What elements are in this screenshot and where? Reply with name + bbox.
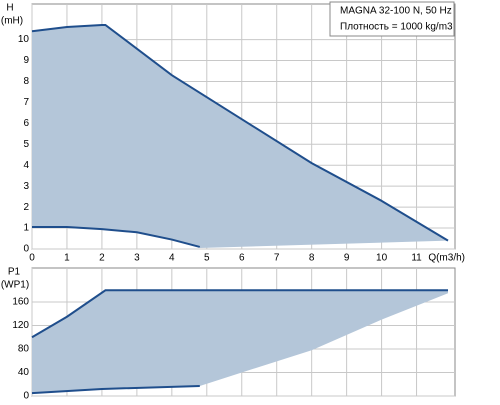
y-tick-label: 0	[23, 391, 29, 400]
x-tick-label: 10	[376, 253, 388, 264]
y-tick-label: 2	[23, 202, 29, 213]
operating-area	[32, 290, 449, 394]
y-axis-label: P1	[8, 267, 21, 278]
y-tick-label: 3	[23, 181, 29, 192]
y-tick-label: 40	[18, 367, 30, 378]
x-tick-label: 2	[99, 253, 105, 264]
y-tick-label: 80	[18, 344, 30, 355]
legend-box	[329, 1, 455, 37]
upper-curve	[31, 23, 449, 242]
x-tick-label: 5	[204, 253, 210, 264]
legend-text: Плотность = 1000 kg/m3	[340, 22, 453, 33]
y-tick-label: 5	[23, 139, 29, 150]
x-tick-label: 0	[29, 253, 35, 264]
y-tick-label: 7	[23, 97, 29, 108]
y-tick-label: 1	[23, 223, 29, 234]
x-tick-label: 7	[274, 253, 280, 264]
y-tick-label: 0	[23, 244, 29, 255]
x-tick-label: 11	[411, 253, 422, 264]
x-axis-label: Q(m3/h)	[428, 253, 465, 264]
x-tick-label: 4	[169, 253, 175, 264]
x-tick-label: 8	[309, 253, 315, 264]
y-axis-unit: (WP1)	[1, 280, 29, 291]
x-tick-label: 6	[239, 253, 245, 264]
legend-text: MAGNA 32-100 N, 50 Hz	[340, 6, 452, 17]
operating-area	[32, 24, 449, 248]
x-tick-label: 1	[64, 253, 70, 264]
y-axis-label: H	[6, 3, 13, 14]
y-tick-label: 120	[12, 320, 29, 331]
y-tick-label: 4	[23, 160, 29, 171]
lower-curve	[31, 385, 200, 395]
y-tick-label: 9	[23, 55, 29, 66]
upper-curve	[31, 289, 449, 339]
x-tick-label: 9	[344, 253, 350, 264]
y-tick-label: 10	[18, 34, 30, 45]
y-tick-label: 6	[23, 118, 29, 129]
y-tick-label: 8	[23, 76, 29, 87]
y-tick-label: 160	[12, 297, 29, 308]
y-axis-unit: (mH)	[1, 16, 23, 27]
lower-curve	[32, 226, 201, 248]
x-tick-label: 3	[134, 253, 140, 264]
